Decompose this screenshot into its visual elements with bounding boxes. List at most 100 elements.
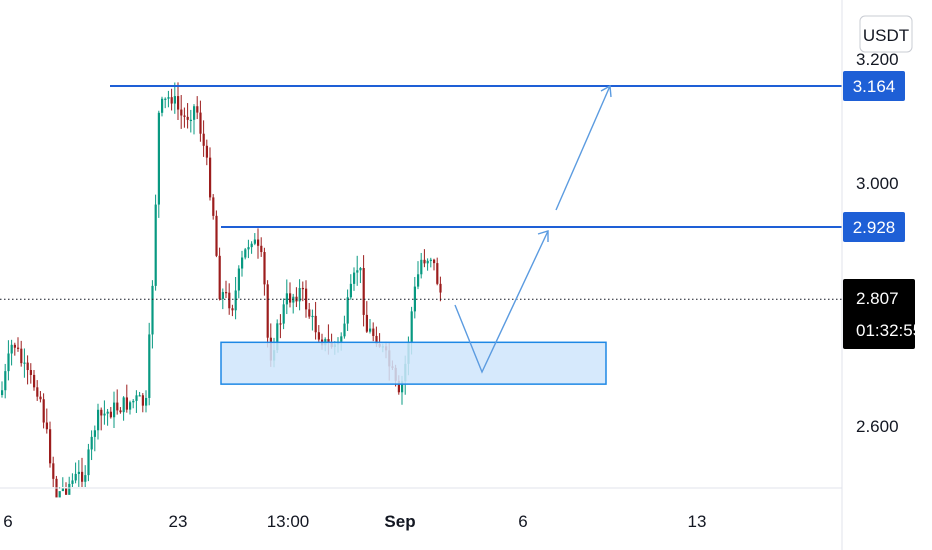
candle-body <box>298 287 301 302</box>
candle-body <box>177 96 180 110</box>
candle-body <box>180 109 183 116</box>
candle-body <box>116 402 119 411</box>
candle-body <box>161 98 164 113</box>
candle-body <box>372 328 375 336</box>
candle-body <box>157 112 160 205</box>
candle-body <box>221 292 224 299</box>
candle-body <box>311 315 314 318</box>
candle-body <box>247 247 250 250</box>
candle-body <box>106 411 109 414</box>
candle-body <box>100 409 103 416</box>
candle-body <box>420 259 423 275</box>
projection-arrow[interactable] <box>454 84 612 374</box>
candle-body <box>74 473 77 481</box>
candle-body <box>81 471 84 482</box>
candle-body <box>109 411 112 418</box>
candle-body <box>45 422 48 430</box>
candle-body <box>289 293 292 303</box>
candle-body <box>234 290 237 311</box>
candle-body <box>212 197 215 216</box>
candle-body <box>199 112 202 134</box>
time-axis[interactable]: 6 23 13:00 Sep 6 13 <box>0 487 842 531</box>
candle-body <box>218 255 221 299</box>
candle-body <box>77 471 80 474</box>
candle-body <box>401 381 404 393</box>
candle-body <box>365 314 368 332</box>
candle-body <box>71 480 74 484</box>
candle-body <box>52 463 55 479</box>
candle-body <box>362 268 365 315</box>
candle-body <box>164 98 167 100</box>
candle-body <box>426 260 429 264</box>
candle-body <box>145 397 148 406</box>
price-tick-label: 3.200 <box>856 50 899 69</box>
candle-body <box>186 116 189 120</box>
time-tick-label: 13:00 <box>267 512 310 531</box>
candle-body <box>167 97 170 99</box>
candle-body <box>353 272 356 284</box>
candle-body <box>257 239 260 246</box>
candle-body <box>125 397 128 410</box>
last-price-value: 2.807 <box>856 289 899 308</box>
candle-body <box>327 339 330 343</box>
candle-body <box>349 283 352 298</box>
candle-body <box>4 371 7 391</box>
candle-body <box>228 292 231 309</box>
candle-body <box>196 106 199 113</box>
countdown-timer: 01:32:55 <box>856 321 922 340</box>
candle-body <box>68 483 71 495</box>
candle-body <box>237 268 240 291</box>
price-tick-label: 2.600 <box>856 417 899 436</box>
candle-body <box>225 292 228 294</box>
candle-body <box>429 259 432 261</box>
candle-body <box>276 323 279 351</box>
candle-body <box>42 399 45 423</box>
candle-body <box>132 400 135 403</box>
candle-body <box>61 487 64 492</box>
candle-body <box>113 402 116 418</box>
price-axis[interactable]: 3.200 3.000 2.600 USDT 3.164 2.928 2.807… <box>841 0 922 550</box>
candle-body <box>170 97 173 104</box>
time-tick-label: 13 <box>688 512 707 531</box>
projection-path-down <box>454 230 549 374</box>
candle-body <box>135 395 138 401</box>
candle-body <box>301 287 304 290</box>
price-tick-label: 3.000 <box>856 174 899 193</box>
candle-body <box>231 308 234 311</box>
candle-body <box>439 283 442 293</box>
candle-body <box>119 410 122 413</box>
projection-path-up <box>555 85 611 211</box>
candle-body <box>193 106 196 120</box>
time-tick-label: 23 <box>169 512 188 531</box>
candle-body <box>26 362 29 371</box>
candle-body <box>359 268 362 271</box>
candle-body <box>308 309 311 317</box>
candle-body <box>36 387 39 397</box>
candle-body <box>87 449 90 476</box>
candle-body <box>138 395 141 397</box>
candle-body <box>20 348 23 364</box>
time-tick-label: 6 <box>518 512 527 531</box>
candle-body <box>13 344 16 348</box>
candle-body <box>97 409 100 431</box>
candle-body <box>215 215 218 256</box>
candle-body <box>340 336 343 342</box>
candle-body <box>209 157 212 198</box>
candle-body <box>356 270 359 273</box>
support-zone[interactable] <box>220 341 607 385</box>
candle-body <box>49 429 52 464</box>
candle-body <box>58 491 61 498</box>
price-tag-mid: 2.928 <box>843 212 905 242</box>
plot-area <box>0 82 842 498</box>
candle-body <box>266 284 269 338</box>
candle-body <box>7 353 10 372</box>
candlestick-series <box>1 82 442 498</box>
candle-body <box>253 239 256 244</box>
currency-button-label: USDT <box>863 26 909 45</box>
candle-body <box>154 204 157 286</box>
candle-body <box>433 259 436 264</box>
currency-button[interactable]: USDT <box>859 15 913 53</box>
price-tag-top: 3.164 <box>843 71 905 101</box>
candle-body <box>202 133 205 146</box>
